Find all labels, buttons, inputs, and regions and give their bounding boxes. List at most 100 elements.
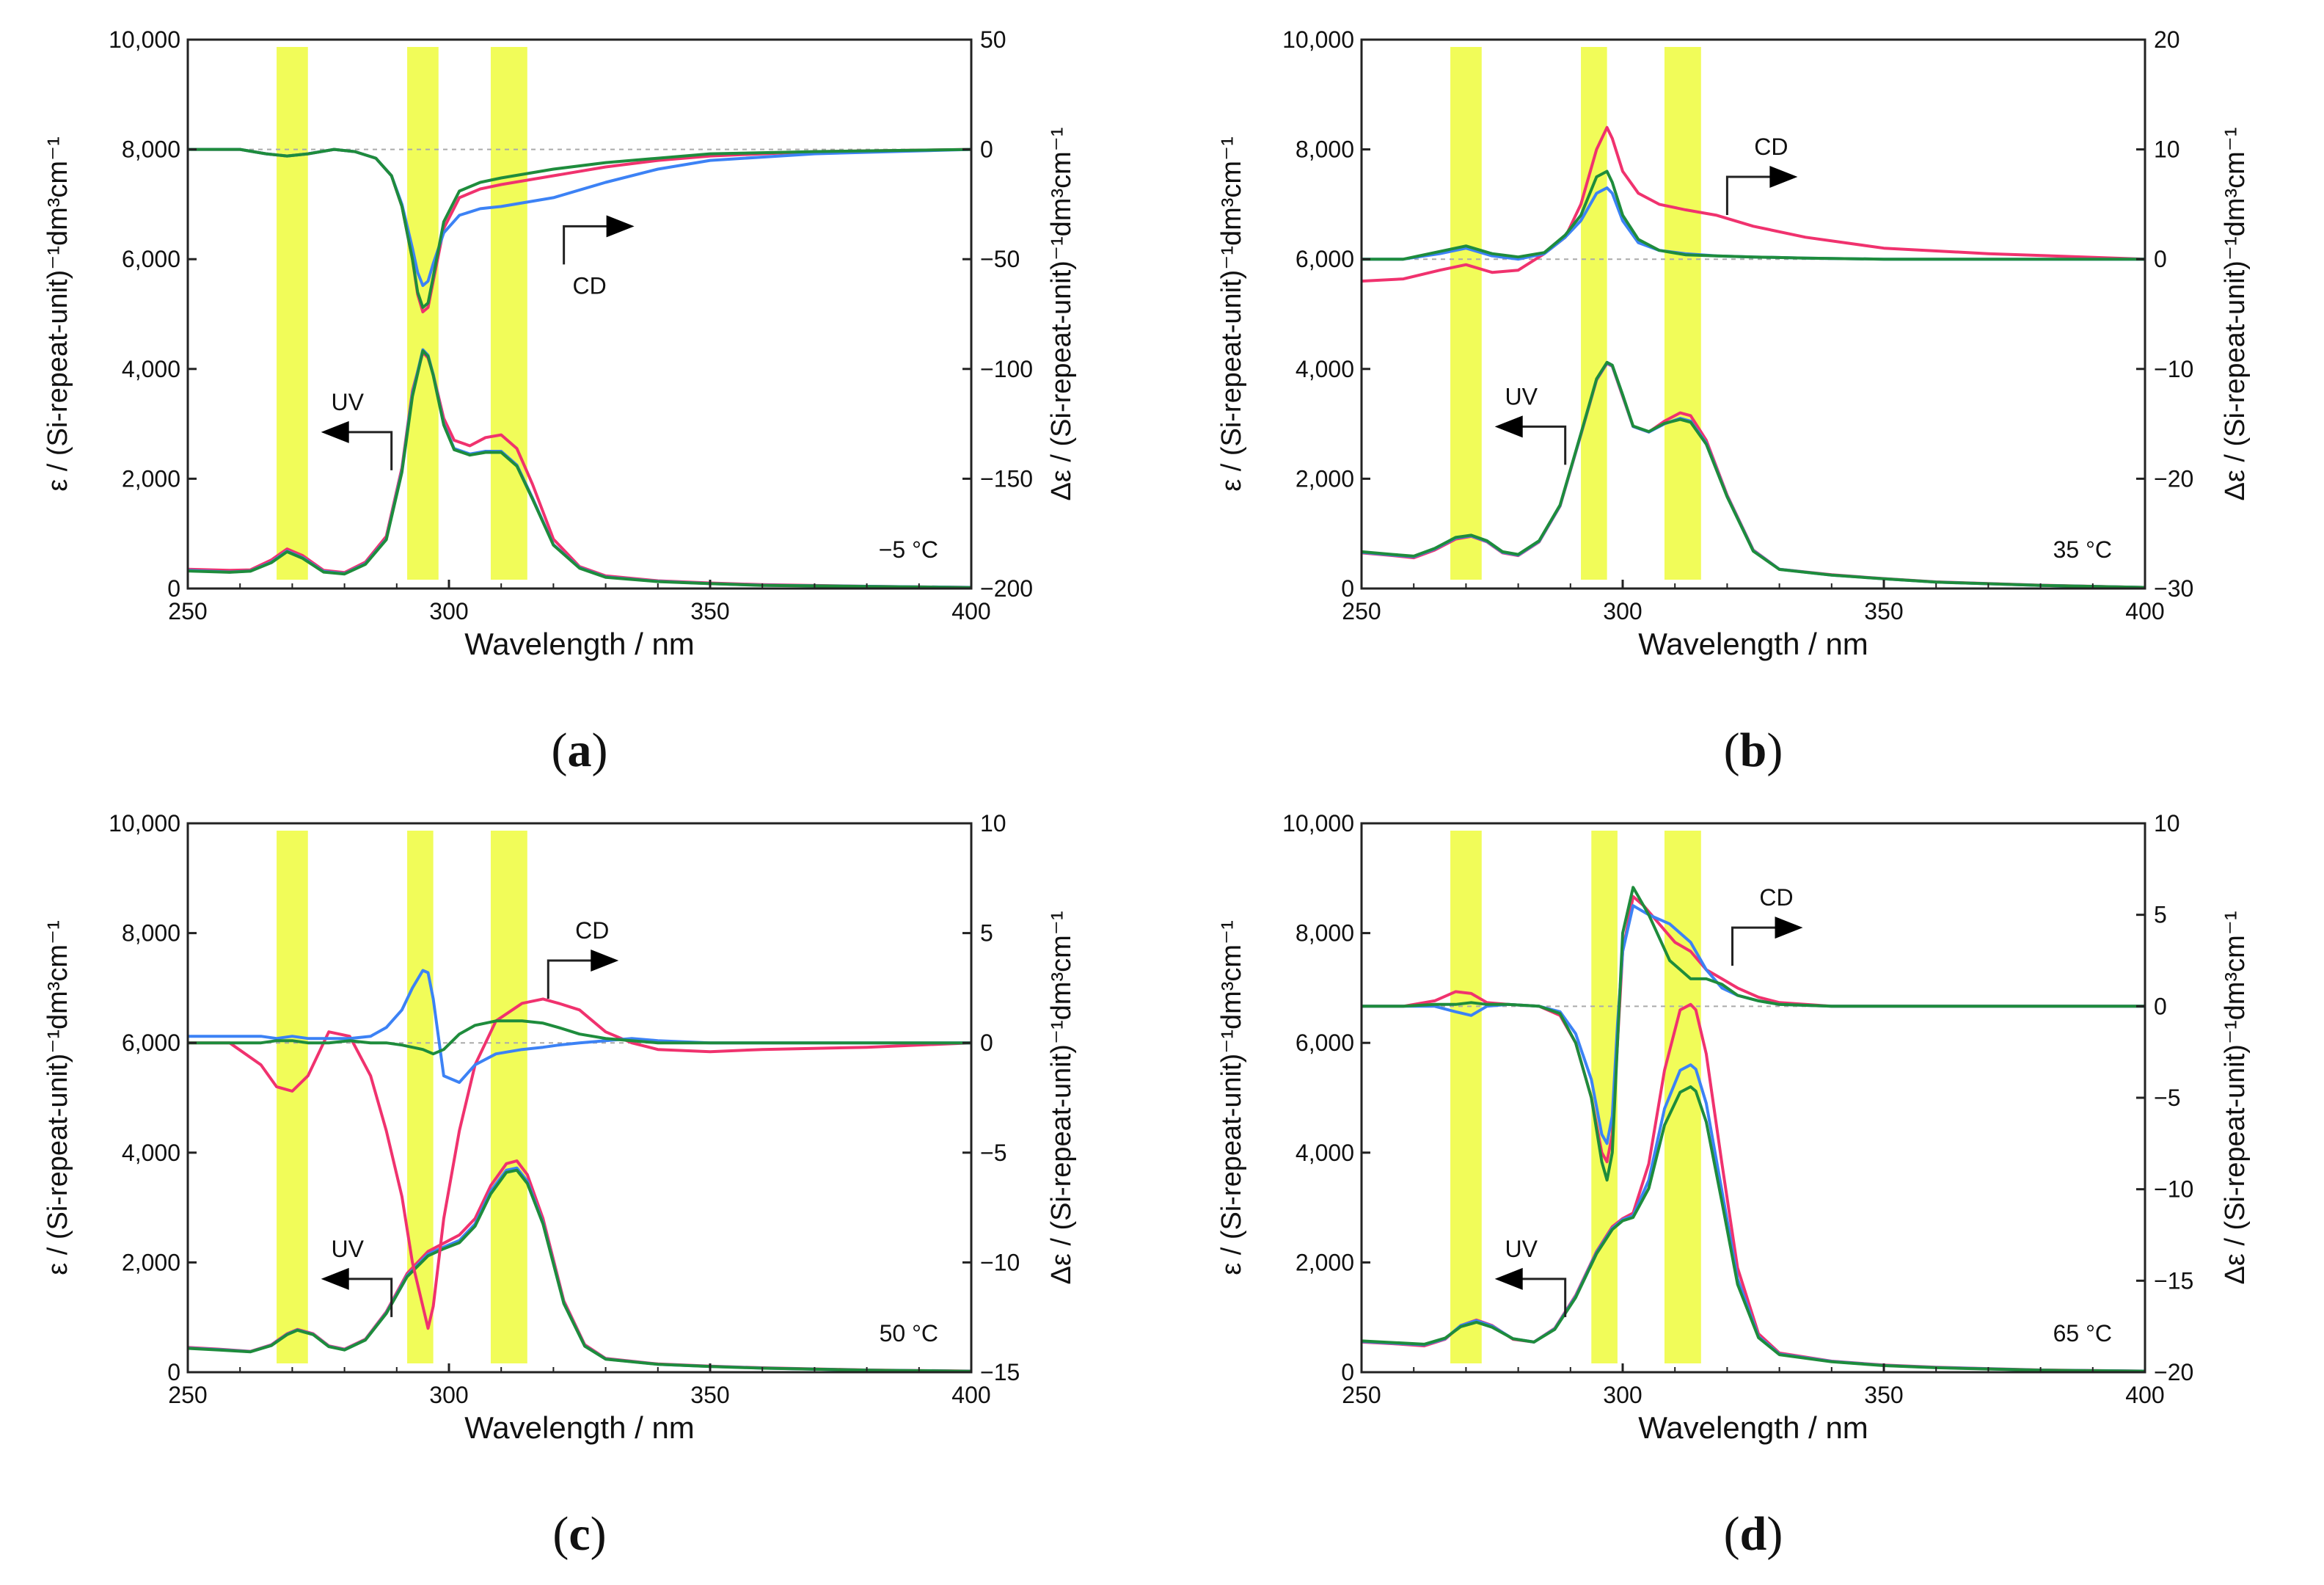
left-y-tick-label: 0 [1341, 575, 1354, 602]
highlight-band [1450, 831, 1482, 1363]
cd-arrow-head [591, 950, 619, 972]
x-tick-label: 300 [1603, 598, 1642, 624]
left-y-axis-label: ε / (Si-repeat-unit)⁻¹dm³cm⁻¹ [43, 920, 73, 1275]
right-y-tick-label: −200 [980, 575, 1033, 602]
right-y-tick-label: −15 [980, 1359, 1020, 1385]
uv-arrow-head [1494, 1267, 1523, 1290]
uv-series-green-line [1362, 360, 2145, 589]
caption-letter: c [569, 1507, 590, 1561]
right-y-tick-label: −10 [2154, 1176, 2193, 1203]
left-y-tick-label: 8,000 [122, 136, 180, 163]
uv-arrow-line [347, 431, 393, 470]
left-y-tick-label: 8,000 [1296, 136, 1354, 163]
highlight-band [1581, 47, 1607, 580]
left-y-tick-label: 4,000 [1296, 1140, 1354, 1166]
caption-open: ( [552, 1507, 569, 1561]
right-y-tick-label: 20 [2154, 26, 2180, 53]
cd-label: CD [575, 917, 609, 944]
left-y-tick-label: 4,000 [1296, 356, 1354, 382]
left-y-tick-label: 6,000 [1296, 246, 1354, 272]
x-tick-label: 300 [1603, 1382, 1642, 1408]
uv-series-green-line [188, 349, 971, 589]
left-y-tick-label: 6,000 [1296, 1030, 1354, 1056]
x-tick-label: 350 [1864, 1382, 1903, 1408]
cd-label: CD [1754, 134, 1788, 160]
right-y-tick-label: −10 [2154, 356, 2193, 382]
x-tick-label: 400 [2125, 1382, 2164, 1408]
left-y-tick-label: 10,000 [109, 26, 180, 53]
right-y-tick-label: −50 [980, 246, 1020, 272]
right-y-tick-label: −30 [2154, 575, 2193, 602]
plot-frame [186, 38, 973, 590]
right-y-tick-label: −150 [980, 465, 1033, 492]
right-y-tick-label: 10 [2154, 810, 2180, 837]
caption-close: ) [1766, 724, 1783, 777]
cd-arrow-head [1775, 917, 1803, 939]
panel-caption: (d) [1724, 1507, 1783, 1561]
caption-close: ) [592, 724, 608, 777]
x-axis-label: Wavelength / nm [1638, 627, 1868, 661]
plot-frame [186, 822, 973, 1374]
right-y-tick-label: 0 [2154, 993, 2167, 1019]
left-y-tick-label: 10,000 [1282, 810, 1354, 837]
x-tick-label: 250 [1342, 598, 1381, 624]
right-y-tick-label: −20 [2154, 1359, 2193, 1385]
highlight-band [277, 47, 308, 580]
right-y-tick-label: 5 [980, 920, 993, 947]
cd-arrow-head [1769, 166, 1798, 188]
left-y-tick-label: 8,000 [122, 920, 180, 947]
uv-arrow-line [1521, 1278, 1567, 1317]
left-y-axis-label: ε / (Si-repeat-unit)⁻¹dm³cm⁻¹ [1216, 136, 1247, 492]
left-y-tick-label: 8,000 [1296, 920, 1354, 947]
right-y-tick-label: 10 [980, 810, 1006, 837]
right-y-tick-label: −10 [980, 1249, 1020, 1275]
left-y-tick-label: 4,000 [122, 356, 180, 382]
caption-open: ( [1724, 1507, 1740, 1561]
x-tick-label: 400 [951, 598, 990, 624]
right-y-axis-label: Δε / (Si-repeat-unit)⁻¹dm³cm⁻¹ [2220, 128, 2251, 501]
uv-arrow-line [347, 1278, 393, 1317]
temperature-label: 65 °C [2053, 1320, 2112, 1347]
highlight-band [407, 47, 439, 580]
cd-series-green-line [188, 1019, 971, 1056]
uv-label: UV [1505, 1236, 1538, 1262]
x-tick-label: 400 [2125, 598, 2164, 624]
uv-arrow-head [1494, 415, 1523, 438]
highlight-band [277, 831, 308, 1363]
x-tick-label: 350 [1864, 598, 1903, 624]
x-axis-label: Wavelength / nm [1638, 1410, 1868, 1445]
cd-arrow-head [606, 215, 635, 238]
left-y-axis-label: ε / (Si-repeat-unit)⁻¹dm³cm⁻¹ [1216, 920, 1247, 1275]
right-y-tick-label: 10 [2154, 136, 2180, 163]
uv-label: UV [331, 1236, 364, 1262]
right-y-tick-label: 0 [980, 1030, 993, 1056]
plot-frame [1360, 38, 2146, 590]
caption-close: ) [591, 1507, 607, 1561]
highlight-band [1664, 47, 1701, 580]
right-y-tick-label: −5 [980, 1140, 1006, 1166]
left-y-tick-label: 2,000 [1296, 465, 1354, 492]
right-y-tick-label: −20 [2154, 465, 2193, 492]
right-y-tick-label: 5 [2154, 902, 2167, 928]
cd-series-green-line [188, 147, 971, 309]
uv-label: UV [331, 389, 364, 415]
panel-caption: (c) [552, 1507, 606, 1561]
cd-series-green-line [1362, 170, 2145, 261]
panel-c: 250 300 350 400 0 2,000 4,000 6,000 8,000 10,000 −… [43, 810, 1077, 1561]
uv-arrow-line [1521, 425, 1567, 465]
temperature-label: −5 °C [879, 536, 938, 563]
left-y-tick-label: 10,000 [1282, 26, 1354, 53]
cd-label: CD [573, 272, 607, 299]
caption-letter: b [1740, 724, 1767, 777]
cd-arrow-line [1725, 175, 1772, 215]
temperature-label: 35 °C [2053, 536, 2112, 563]
temperature-label: 50 °C [880, 1320, 938, 1347]
cd-arrow-line [547, 959, 593, 999]
x-tick-label: 250 [168, 598, 207, 624]
left-y-axis-label: ε / (Si-repeat-unit)⁻¹dm³cm⁻¹ [43, 136, 73, 492]
right-y-axis-label: Δε / (Si-repeat-unit)⁻¹dm³cm⁻¹ [2220, 911, 2251, 1285]
caption-letter: a [568, 724, 592, 777]
left-y-tick-label: 0 [1341, 1359, 1354, 1385]
panel-caption: (a) [552, 724, 608, 777]
